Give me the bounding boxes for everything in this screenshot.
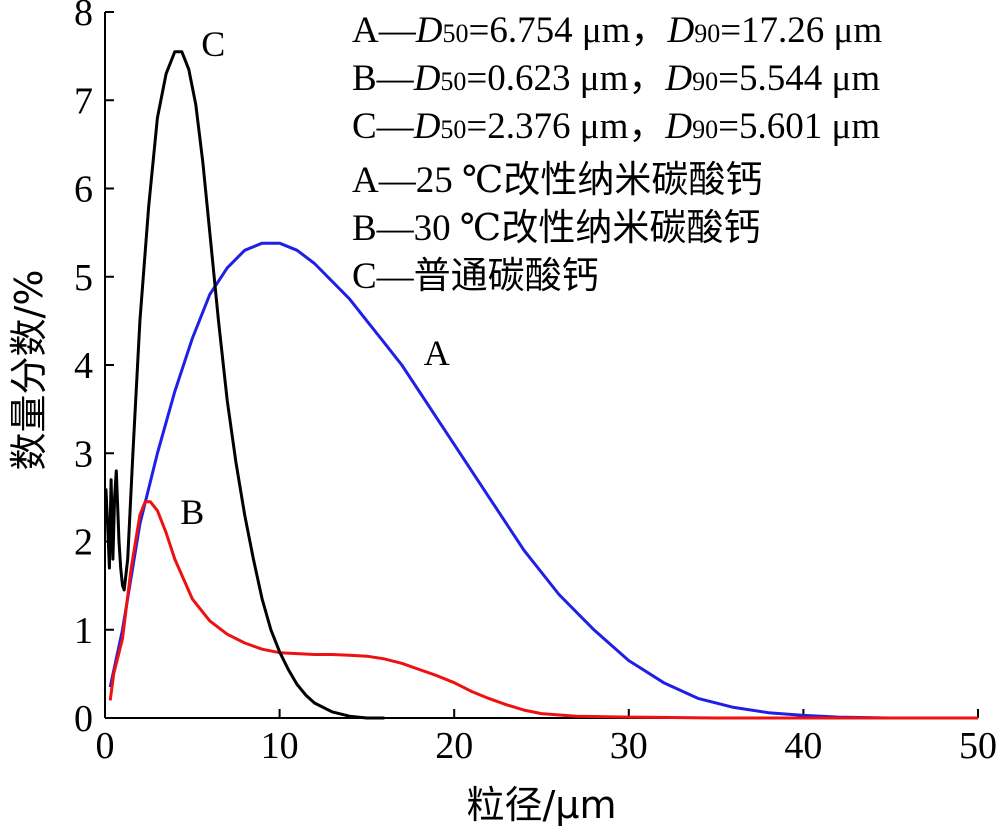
curve-label-c: C xyxy=(201,24,225,64)
y-tick-label: 1 xyxy=(74,610,93,652)
series-c-line xyxy=(104,50,385,720)
x-axis-title: 粒径/μm xyxy=(467,783,617,827)
y-tick-label: 5 xyxy=(74,257,93,299)
axes: 0 1 2 3 4 5 6 7 8 0 10 20 30 40 50 粒径/μm 数量分数/% xyxy=(7,0,997,827)
y-tick-label: 2 xyxy=(74,522,93,564)
curve-label-a: A xyxy=(424,333,450,373)
y-tick-label: 4 xyxy=(74,345,93,387)
legend: A—D50=6.754 μm，D90=17.26 μm B—D50=0.623 … xyxy=(352,10,882,297)
legend-line-a: A—D50=6.754 μm，D90=17.26 μm xyxy=(352,10,882,51)
x-tick-label: 10 xyxy=(261,725,299,767)
x-tick-label: 30 xyxy=(610,725,648,767)
y-tick-label: 6 xyxy=(74,169,93,211)
legend-desc-a: A—25 ℃改性纳米碳酸钙 xyxy=(352,159,762,201)
x-tick-label: 40 xyxy=(784,725,822,767)
series-a-line xyxy=(108,241,978,720)
x-tick-label: 20 xyxy=(435,725,473,767)
y-tick-label: 7 xyxy=(74,80,93,122)
curve-label-b: B xyxy=(180,492,204,532)
legend-desc-b: B—30 ℃改性纳米碳酸钙 xyxy=(352,207,760,249)
y-axis-title: 数量分数/% xyxy=(7,270,51,471)
legend-line-c: C—D50=2.376 μm，D90=5.601 μm xyxy=(352,106,880,147)
y-tick-label: 3 xyxy=(74,433,93,475)
legend-desc-c: C—普通碳酸钙 xyxy=(352,255,599,297)
legend-line-b: B—D50=0.623 μm，D90=5.544 μm xyxy=(352,58,880,99)
x-tick-label: 50 xyxy=(959,725,997,767)
x-tick-label: 0 xyxy=(96,725,115,767)
series-b-line xyxy=(108,500,978,720)
y-tick-label: 0 xyxy=(74,698,93,740)
y-tick-label: 8 xyxy=(74,0,93,34)
